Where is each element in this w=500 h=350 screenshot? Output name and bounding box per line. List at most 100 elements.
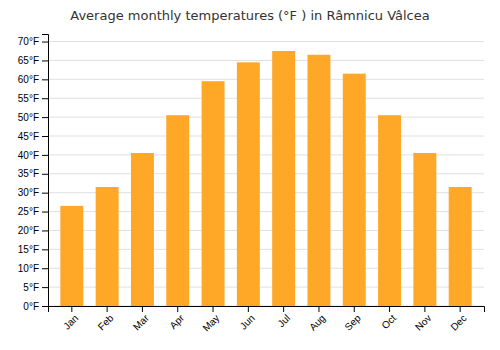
x-tick: Sep xyxy=(342,306,363,333)
plot: Jan Feb Mar Apr May Jun Jul Aug Sep Oct Nov Dec 0°F 5… xyxy=(18,35,485,334)
bar xyxy=(131,153,154,306)
y-axis-line xyxy=(42,35,49,307)
y-tick-label: 55°F xyxy=(18,93,39,104)
x-axis: Jan Feb Mar Apr May Jun Jul Aug Sep Oct Nov Dec xyxy=(49,306,485,334)
y-tick-label: 20°F xyxy=(18,225,39,236)
x-tick-mark xyxy=(248,306,249,312)
y-tick: 50°F xyxy=(18,112,48,123)
x-tick-label: Jun xyxy=(238,312,257,331)
x-tick: May xyxy=(200,306,221,334)
y-tick-label: 65°F xyxy=(18,55,39,66)
x-tick-mark xyxy=(460,306,461,312)
y-tick-label: 10°F xyxy=(18,263,39,274)
bar xyxy=(378,115,401,306)
y-tick: 30°F xyxy=(18,187,48,198)
bar xyxy=(60,206,83,306)
y-tick-label: 5°F xyxy=(23,282,39,293)
y-tick: 45°F xyxy=(18,131,48,142)
x-tick: Oct xyxy=(379,306,398,331)
y-tick-mark xyxy=(42,42,48,43)
y-tick-label: 45°F xyxy=(18,131,39,142)
y-tick: 60°F xyxy=(18,74,48,85)
x-tick: Nov xyxy=(413,306,433,333)
x-tick-label: Aug xyxy=(307,312,327,332)
y-tick-mark xyxy=(42,136,48,137)
bar xyxy=(96,187,119,306)
y-tick-mark xyxy=(42,193,48,194)
bar xyxy=(202,81,225,306)
y-tick-mark xyxy=(42,287,48,288)
x-tick: Mar xyxy=(131,306,151,332)
x-tick: Feb xyxy=(96,306,116,332)
y-tick-mark xyxy=(42,249,48,250)
x-tick: Aug xyxy=(307,306,327,333)
x-tick-label: Oct xyxy=(379,312,398,331)
y-tick-mark xyxy=(42,98,48,99)
x-tick-label: May xyxy=(200,312,221,333)
y-tick-label: 35°F xyxy=(18,168,39,179)
y-tick: 0°F xyxy=(23,301,48,312)
x-tick-label: Sep xyxy=(342,312,363,333)
y-tick: 10°F xyxy=(18,263,48,274)
x-tick-label: Mar xyxy=(131,312,151,332)
x-tick-mark xyxy=(424,306,425,312)
grid-line xyxy=(48,98,484,99)
y-tick-mark xyxy=(42,230,48,231)
grid-line xyxy=(48,60,484,61)
y-tick-mark xyxy=(42,155,48,156)
grid-line xyxy=(48,117,484,118)
x-tick-mark xyxy=(389,306,390,312)
x-tick-label: Jan xyxy=(61,312,80,331)
x-tick-mark xyxy=(318,306,319,312)
x-tick: Dec xyxy=(448,306,468,333)
x-tick: Jan xyxy=(61,306,80,332)
bar xyxy=(343,74,366,306)
x-axis-line xyxy=(49,307,485,313)
bar xyxy=(413,153,436,306)
bar xyxy=(166,115,189,306)
y-tick-mark xyxy=(42,174,48,175)
y-tick-label: 25°F xyxy=(18,206,39,217)
x-tick-mark xyxy=(107,306,108,312)
y-tick: 70°F xyxy=(18,36,48,47)
y-tick-label: 50°F xyxy=(18,112,39,123)
y-tick: 35°F xyxy=(18,168,48,179)
y-tick: 25°F xyxy=(18,206,48,217)
bar xyxy=(272,51,295,306)
grid xyxy=(48,42,484,306)
y-tick: 15°F xyxy=(18,244,48,255)
x-tick: Apr xyxy=(167,306,186,331)
x-tick: Jun xyxy=(238,306,257,332)
x-tick: Jul xyxy=(275,306,292,329)
bar xyxy=(237,62,260,306)
bar xyxy=(449,187,472,306)
x-tick-mark xyxy=(71,306,72,312)
x-tick-label: Feb xyxy=(96,312,116,332)
y-tick-mark xyxy=(42,79,48,80)
y-tick-label: 30°F xyxy=(18,187,39,198)
y-tick: 55°F xyxy=(18,93,48,104)
y-tick-mark xyxy=(42,117,48,118)
bars xyxy=(60,51,471,306)
grid-line xyxy=(48,79,484,80)
y-tick-label: 40°F xyxy=(18,150,39,161)
x-tick-label: Nov xyxy=(413,312,433,332)
x-tick-mark xyxy=(177,306,178,312)
y-tick-mark xyxy=(42,60,48,61)
y-tick: 20°F xyxy=(18,225,48,236)
title: Average monthly temperatures (°F ) in Râ… xyxy=(70,8,429,23)
grid-line xyxy=(48,41,484,42)
y-tick: 40°F xyxy=(18,150,48,161)
y-tick-mark xyxy=(42,268,48,269)
y-tick-label: 70°F xyxy=(18,36,39,47)
x-tick-label: Apr xyxy=(167,312,186,331)
y-tick-mark xyxy=(42,306,48,307)
grid-line xyxy=(48,136,484,137)
y-tick: 5°F xyxy=(23,282,48,293)
x-tick-mark xyxy=(283,306,284,312)
chart: Average monthly temperatures (°F ) in Râ… xyxy=(0,0,500,350)
y-axis: 0°F 5°F 10°F 15°F 20°F 25°F 30°F 35°F 40°F 45°F 50… xyxy=(18,35,49,312)
x-tick-mark xyxy=(354,306,355,312)
x-tick-mark xyxy=(213,306,214,312)
y-tick-label: 15°F xyxy=(18,244,39,255)
